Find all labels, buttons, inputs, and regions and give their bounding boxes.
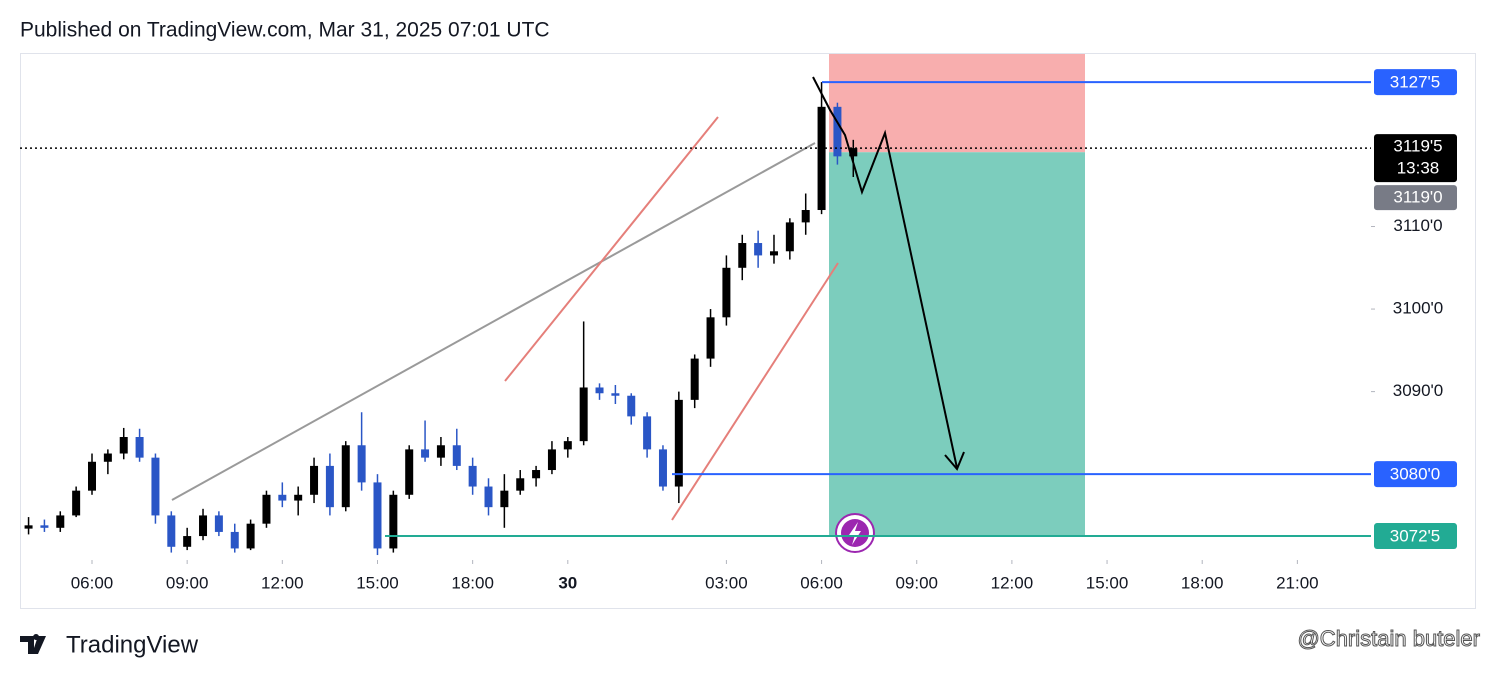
candle-body (658, 449, 667, 487)
countdown: 13:38 (1397, 159, 1440, 178)
candle-body (341, 445, 350, 508)
candle-body (452, 445, 461, 466)
x-tick-label: 18:00 (1181, 573, 1224, 592)
candle-body (230, 531, 239, 549)
drawings (171, 76, 965, 553)
x-tick-label: 12:00 (261, 573, 304, 592)
bid-label: 3119'0 (1393, 188, 1442, 207)
lightning (849, 522, 861, 545)
candle-body (690, 358, 699, 400)
candle-body (643, 416, 652, 450)
candle-body (627, 395, 636, 417)
candle-body (801, 210, 810, 223)
candle-body (436, 445, 445, 458)
x-tick-label: 15:00 (356, 573, 399, 592)
candle-body (849, 148, 858, 157)
candle-body (103, 453, 112, 462)
candle-body (532, 470, 541, 479)
x-tick-label: 06:00 (800, 573, 843, 592)
brand: TradingView (66, 631, 199, 658)
candle-body (833, 106, 842, 157)
candle-body (785, 222, 794, 252)
candle-body (246, 523, 255, 549)
stop-zone (829, 54, 1085, 153)
candle-body (595, 387, 604, 394)
candle-body (262, 494, 271, 524)
candle-body (183, 536, 192, 547)
candle-body (500, 490, 509, 508)
candle-body (214, 515, 223, 532)
candle-body (516, 478, 525, 491)
candle-body (611, 393, 620, 396)
candle-body (294, 494, 303, 501)
candle-body (199, 515, 208, 537)
channel-line (504, 116, 719, 382)
last-price-label: 3119'5 (1393, 137, 1442, 156)
candle-body (24, 525, 33, 529)
candle-body (310, 465, 319, 495)
candle-body (167, 515, 176, 547)
y-tick-label: 3110'0 (1393, 216, 1442, 235)
candle-body (579, 387, 588, 442)
candle-body (484, 486, 493, 508)
candle-body (754, 243, 763, 256)
last-price-box (1374, 134, 1457, 183)
candle-body (421, 449, 430, 458)
logo: TradingView (20, 631, 199, 658)
x-tick-label: 21:00 (1276, 573, 1319, 592)
candle-body (135, 437, 144, 458)
path-arrow (812, 76, 958, 469)
y-tick-label: 3100'0 (1393, 299, 1444, 318)
x-tick-label: 12:00 (991, 573, 1034, 592)
watermark: @Christain buteler (1297, 626, 1480, 651)
x-tick-label: 30 (558, 573, 577, 592)
candle-body (357, 445, 366, 483)
candle-body (151, 457, 160, 516)
x-tick-label: 06:00 (71, 573, 114, 592)
candle-body (769, 251, 778, 256)
candle-body (278, 494, 287, 501)
candle-body (738, 243, 747, 268)
y-tick-label: 3090'0 (1393, 381, 1444, 400)
candle-body (56, 515, 65, 528)
x-tick-label: 15:00 (1086, 573, 1129, 592)
trend-line (171, 142, 816, 501)
level-label-box (1374, 461, 1457, 488)
candle-body (817, 106, 826, 211)
candle-body (405, 449, 414, 495)
candle-body (119, 437, 128, 454)
level-label: 3127'5 (1390, 73, 1441, 92)
candle-body (722, 267, 731, 318)
candle-body (706, 317, 715, 359)
level-label: 3072'5 (1390, 527, 1441, 546)
x-tick-label: 18:00 (451, 573, 494, 592)
chart-frame (20, 53, 1476, 609)
candle-body (468, 465, 477, 487)
candle-body (389, 494, 398, 549)
x-tick-label: 03:00 (705, 573, 748, 592)
x-tick-label: 09:00 (895, 573, 938, 592)
target-zone (829, 152, 1085, 537)
candle-body (563, 441, 572, 450)
channel-line (671, 262, 839, 521)
plot-area (24, 54, 1085, 556)
level-label-box (1374, 523, 1457, 550)
candle-body (674, 399, 683, 487)
header: Published on TradingView.com, Mar 31, 20… (20, 19, 550, 42)
candle-body (72, 490, 81, 516)
bid-box (1374, 185, 1457, 211)
candle-body (547, 449, 556, 471)
arrow-head (944, 451, 965, 471)
candle-body (325, 465, 334, 508)
candle-body (373, 482, 382, 549)
level-label-box (1374, 69, 1457, 96)
candle-body (40, 525, 49, 528)
level-label: 3080'0 (1390, 465, 1441, 484)
x-tick-label: 09:00 (166, 573, 209, 592)
candle-body (88, 461, 97, 491)
